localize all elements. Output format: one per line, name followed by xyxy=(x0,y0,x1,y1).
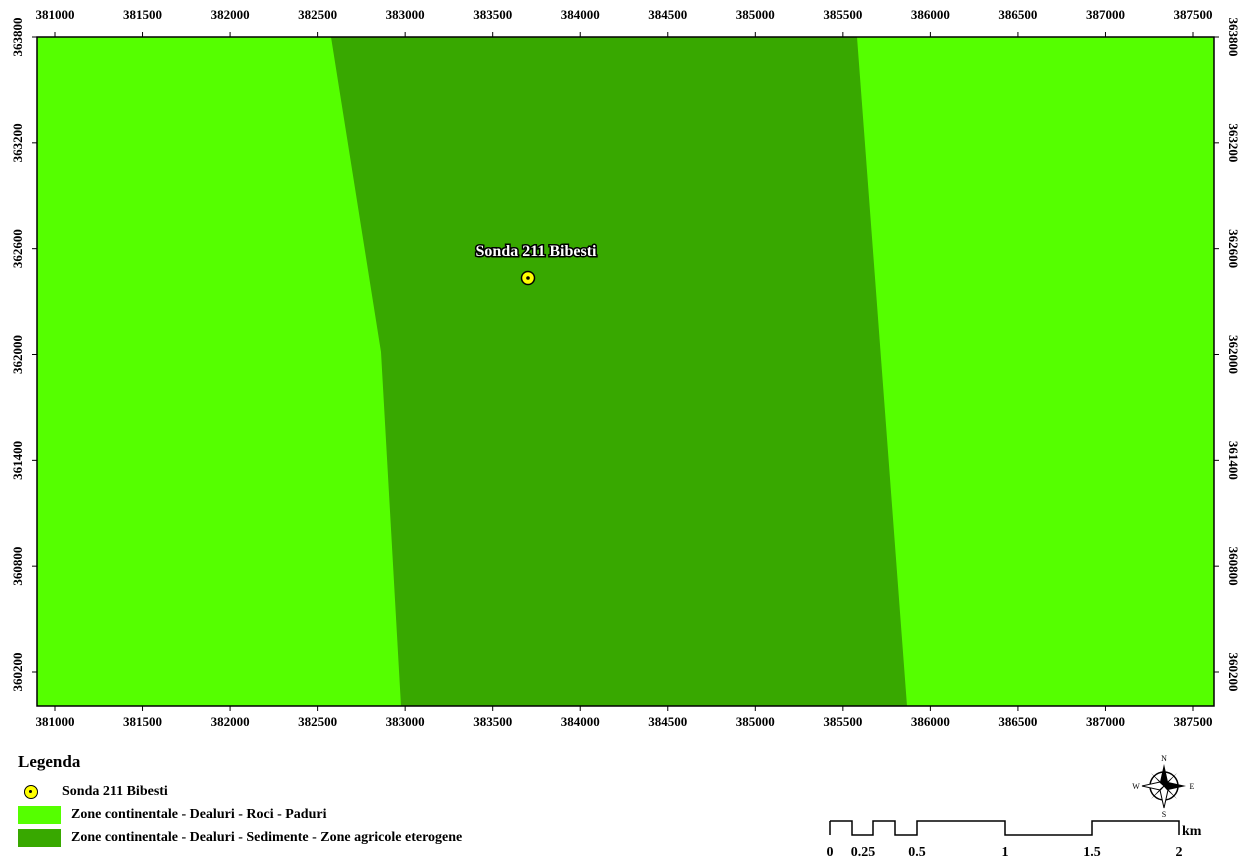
y-tick-label: 360800 xyxy=(1226,547,1241,586)
y-tick-label: 362000 xyxy=(10,335,25,374)
y-tick-label: 362600 xyxy=(1226,229,1241,268)
scale-bar-label: 1 xyxy=(1002,845,1009,860)
y-axis-left: 363800 363200 362600 362000 361400 360800 3602… xyxy=(10,18,37,692)
x-tick-label: 381000 xyxy=(36,714,75,729)
legend-title: Legenda xyxy=(18,752,81,771)
x-tick-label: 383000 xyxy=(386,7,425,22)
x-tick-label: 385000 xyxy=(736,714,775,729)
scale-bar-label: 1.5 xyxy=(1083,845,1101,860)
north-label: N xyxy=(1161,754,1167,763)
y-tick-label: 360200 xyxy=(1226,653,1241,692)
y-tick-label: 361400 xyxy=(10,441,25,480)
x-tick-label: 386500 xyxy=(998,7,1037,22)
x-tick-label: 381500 xyxy=(123,7,162,22)
x-axis-bottom: 381000 381500 382000 382500 383000 383500 3840… xyxy=(36,706,1213,729)
west-label: W xyxy=(1132,782,1140,791)
south-label: S xyxy=(1162,810,1166,818)
x-tick-label: 383500 xyxy=(473,714,512,729)
x-tick-label: 387000 xyxy=(1086,714,1125,729)
map-border xyxy=(36,36,1215,707)
scale-bar-label: 0.25 xyxy=(851,845,876,860)
x-tick-label: 386500 xyxy=(998,714,1037,729)
x-tick-label: 381500 xyxy=(123,714,162,729)
east-label: E xyxy=(1190,782,1195,791)
well-label: Sonda 211 Bibesti xyxy=(476,243,597,260)
scale-unit: km xyxy=(1182,824,1202,839)
y-tick-label: 362600 xyxy=(10,229,25,268)
x-tick-label: 383000 xyxy=(386,714,425,729)
x-tick-label: 387500 xyxy=(1174,714,1213,729)
legend-item-label: Zone continentale - Dealuri - Roci - Pad… xyxy=(71,806,327,822)
x-tick-label: 385500 xyxy=(823,714,862,729)
x-tick-label: 385000 xyxy=(736,7,775,22)
zone-sediments-agricultural xyxy=(331,37,907,706)
y-tick-label: 363200 xyxy=(1226,123,1241,162)
north-arrow-icon: N S E W xyxy=(1132,754,1195,818)
legend: Legenda Sonda 211 Bibesti Zone continent… xyxy=(18,752,618,849)
x-tick-label: 385500 xyxy=(823,7,862,22)
swatch-sediments xyxy=(18,828,61,847)
y-axis-right: 363800 363200 362600 362000 361400 360800 3602… xyxy=(1214,18,1241,692)
x-tick-label: 382000 xyxy=(211,7,250,22)
well-marker[interactable] xyxy=(520,270,536,286)
scale-bar-labels: 0 0.25 0.5 1 1.5 2 xyxy=(827,845,1183,860)
x-tick-label: 382000 xyxy=(211,714,250,729)
x-tick-label: 384000 xyxy=(561,714,600,729)
x-tick-label: 386000 xyxy=(911,714,950,729)
scale-bar-label: 0 xyxy=(827,845,834,860)
y-tick-label: 360200 xyxy=(10,653,25,692)
x-tick-label: 382500 xyxy=(298,714,337,729)
scale-bar-label: 2 xyxy=(1176,845,1183,860)
legend-item-label: Sonda 211 Bibesti xyxy=(62,783,168,799)
x-tick-label: 382500 xyxy=(298,7,337,22)
swatch-rocks xyxy=(18,805,61,824)
x-axis-top: 381000 381500 382000 382500 383000 383500 3840… xyxy=(36,7,1213,37)
legend-item-well: Sonda 211 Bibesti xyxy=(18,780,618,803)
y-tick-label: 363200 xyxy=(10,123,25,162)
well-point-icon xyxy=(24,784,38,799)
y-tick-label: 360800 xyxy=(10,547,25,586)
x-tick-label: 384000 xyxy=(561,7,600,22)
x-tick-label: 387500 xyxy=(1174,7,1213,22)
y-tick-label: 363800 xyxy=(1226,18,1241,57)
x-tick-label: 381000 xyxy=(36,7,75,22)
x-tick-label: 387000 xyxy=(1086,7,1125,22)
x-tick-label: 386000 xyxy=(911,7,950,22)
y-tick-label: 363800 xyxy=(10,18,25,57)
y-tick-label: 361400 xyxy=(1226,441,1241,480)
scale-bar: 0 0.25 0.5 1 1.5 2 km xyxy=(827,820,1202,860)
legend-item-label: Zone continentale - Dealuri - Sedimente … xyxy=(71,829,463,845)
x-tick-label: 384500 xyxy=(648,714,687,729)
scale-bar-label: 0.5 xyxy=(908,845,926,860)
map-frame: 381000 381500 382000 382500 383000 383500 3840… xyxy=(10,7,1241,729)
legend-item-sediments: Zone continentale - Dealuri - Sedimente … xyxy=(18,826,618,849)
x-tick-label: 383500 xyxy=(473,7,512,22)
x-tick-label: 384500 xyxy=(648,7,687,22)
y-tick-label: 362000 xyxy=(1226,335,1241,374)
legend-item-rocks: Zone continentale - Dealuri - Roci - Pad… xyxy=(18,803,618,826)
